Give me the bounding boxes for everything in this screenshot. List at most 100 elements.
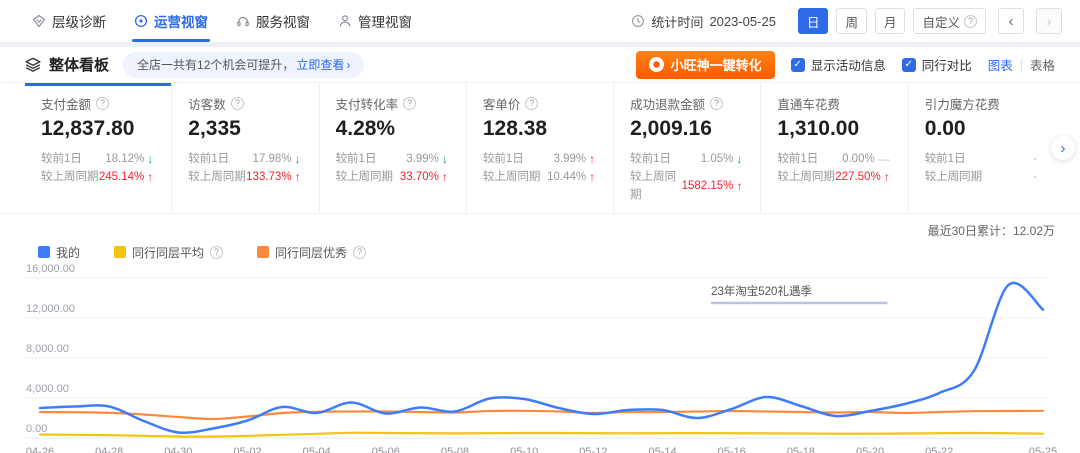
one-key-convert-button[interactable]: 小旺神一键转化 <box>635 50 775 79</box>
cumulative-summary: 最近30日累计：12.02万 <box>927 224 1055 238</box>
layers-icon <box>25 57 41 73</box>
trend-vs-prev-day: 3.99% ↑ <box>553 152 596 166</box>
legend-item-peer-excellent[interactable]: 同行同层优秀 ? <box>257 244 367 261</box>
nav-tabs: 层级诊断 运营视窗 服务视窗 管理视窗 <box>18 0 426 42</box>
checkbox-checked-icon: ✓ <box>790 57 805 72</box>
panel-title-text: 整体看板 <box>49 57 110 74</box>
toolbar-right-controls: 小旺神一键转化 ✓ 显示活动信息 ✓ 同行对比 图表 | 表格 <box>635 50 1055 79</box>
metric-card-conversion-rate[interactable]: 支付转化率? 4.28% 较前1日 3.99% ↓ 较上周同期 33.70% ↑ <box>320 83 467 213</box>
legend-swatch <box>38 246 50 258</box>
help-icon[interactable]: ? <box>230 97 244 110</box>
svg-text:05-10: 05-10 <box>510 446 538 453</box>
trend-vs-prev-day: 17.98% ↓ <box>252 152 301 166</box>
trend-line-chart[interactable]: 0.00 4,000.00 8,000.00 12,000.00 16,000.00 04… <box>0 263 1080 453</box>
svg-text:05-04: 05-04 <box>303 446 331 453</box>
help-icon[interactable]: ? <box>210 245 224 259</box>
metric-value: 128.38 <box>482 117 548 140</box>
svg-text:05-14: 05-14 <box>648 446 676 453</box>
trend-vs-last-week: 133.73% ↑ <box>246 170 301 184</box>
next-date-button[interactable]: › <box>1036 8 1062 34</box>
trend-vs-prev-day: 18.12% ↓ <box>105 152 154 166</box>
view-chart-option[interactable]: 图表 <box>987 59 1013 73</box>
legend-item-mine[interactable]: 我的 <box>38 244 80 261</box>
svg-text:04-26: 04-26 <box>26 446 54 453</box>
notice-link[interactable]: 立即查看 › <box>296 57 351 73</box>
diagnosis-icon <box>32 14 46 28</box>
view-table-option[interactable]: 表格 <box>1029 59 1055 73</box>
operation-icon <box>134 14 148 28</box>
panel-title: 整体看板 <box>25 54 109 75</box>
help-icon[interactable]: ? <box>710 97 724 110</box>
trend-vs-last-week: 10.44% ↑ <box>547 170 596 184</box>
metric-card-visitors[interactable]: 访客数? 2,335 较前1日 17.98% ↓ 较上周同期 133.73% ↑ <box>172 83 320 213</box>
cta-cat-icon <box>648 57 664 72</box>
period-week-button[interactable]: 周 <box>836 8 867 34</box>
metric-cards-section: 支付金额? 12,837.80 较前1日 18.12% ↓ 较上周同期 245.14%… <box>0 83 1080 214</box>
trend-vs-prev-day: 1.05% ↓ <box>700 152 743 166</box>
metric-card-payment-amount[interactable]: 支付金额? 12,837.80 较前1日 18.12% ↓ 较上周同期 245.14%… <box>25 83 173 213</box>
help-icon: ? <box>964 14 977 28</box>
help-icon[interactable]: ? <box>353 245 367 259</box>
tab-label: 管理视窗 <box>358 15 412 30</box>
svg-text:8,000.00: 8,000.00 <box>26 343 69 355</box>
trend-vs-last-week: 227.50% ↑ <box>835 170 890 184</box>
management-icon <box>338 14 352 28</box>
trend-vs-last-week: 1582.15% ↑ <box>681 179 743 193</box>
help-icon[interactable]: ? <box>403 97 417 110</box>
help-icon[interactable]: ? <box>96 97 110 110</box>
stat-time-label: 统计时间 <box>651 14 704 30</box>
svg-text:23年淘宝520礼遇季: 23年淘宝520礼遇季 <box>711 284 812 298</box>
chart-legend: 我的 同行同层平均 ? 同行同层优秀 ? <box>0 239 1080 263</box>
tab-service-view[interactable]: 服务视窗 <box>222 0 324 42</box>
svg-text:05-25: 05-25 <box>1029 446 1057 453</box>
svg-text:05-16: 05-16 <box>718 446 746 453</box>
metric-card-avg-order-value[interactable]: 客单价? 128.38 较前1日 3.99% ↑ 较上周同期 10.44% ↑ <box>467 83 615 213</box>
chevron-right-icon: › <box>346 57 351 72</box>
overview-dashboard-panel: 整体看板 全店一共有12个机会可提升， 立即查看 › 小旺神一键转化 ✓ 显示活动… <box>0 47 1080 453</box>
legend-label: 同行同层平均 <box>132 245 205 260</box>
tab-management-view[interactable]: 管理视窗 <box>324 0 426 42</box>
show-activity-checkbox[interactable]: ✓ 显示活动信息 <box>790 55 886 74</box>
legend-swatch <box>257 246 270 258</box>
metric-card-refund-amount[interactable]: 成功退款金额? 2,009.16 较前1日 1.05% ↓ 较上周同期 1582.15… <box>614 83 762 213</box>
more-metrics-button[interactable]: › <box>1051 136 1075 160</box>
svg-text:05-12: 05-12 <box>579 446 607 453</box>
service-icon <box>236 14 250 28</box>
trend-vs-prev-day: - <box>1033 153 1037 165</box>
checkbox-checked-icon: ✓ <box>901 57 916 72</box>
metric-cards-row: 支付金额? 12,837.80 较前1日 18.12% ↓ 较上周同期 245.14%… <box>25 83 1055 213</box>
tab-level-diagnosis[interactable]: 层级诊断 <box>18 0 120 42</box>
metric-card-ylmf-spend[interactable]: 引力魔方花费 0.00 较前1日 - 较上周同期 - <box>909 83 1055 213</box>
metric-value: 2,009.16 <box>630 117 712 140</box>
date-controls: 统计时间 2023-05-25 日 周 月 自定义 ? ‹ › <box>631 8 1062 34</box>
trend-vs-prev-day: 0.00% — <box>842 152 890 166</box>
svg-text:05-08: 05-08 <box>441 446 469 453</box>
legend-label: 同行同层优秀 <box>275 245 348 260</box>
trend-vs-last-week: - <box>1033 171 1037 183</box>
period-month-button[interactable]: 月 <box>874 8 906 34</box>
peer-compare-checkbox[interactable]: ✓ 同行对比 <box>901 55 972 74</box>
legend-label: 我的 <box>56 245 81 260</box>
svg-text:04-28: 04-28 <box>95 446 123 453</box>
svg-text:4,000.00: 4,000.00 <box>26 383 69 395</box>
trend-vs-last-week: 245.14% ↑ <box>98 170 154 184</box>
top-navigation-bar: 层级诊断 运营视窗 服务视窗 管理视窗 统计时间 2023-05 <box>0 0 1080 42</box>
metric-card-ztc-spend[interactable]: 直通车花费 1,310.00 较前1日 0.00% — 较上周同期 227.50% ↑ <box>761 83 909 213</box>
prev-date-button[interactable]: ‹ <box>998 8 1024 34</box>
stat-time: 统计时间 2023-05-25 <box>631 12 776 31</box>
metric-value: 12,837.80 <box>41 117 135 140</box>
metric-value: 4.28% <box>335 117 396 140</box>
help-icon[interactable]: ? <box>525 97 539 110</box>
legend-item-peer-average[interactable]: 同行同层平均 ? <box>114 244 224 261</box>
period-day-button[interactable]: 日 <box>797 8 829 34</box>
svg-text:05-22: 05-22 <box>925 446 953 453</box>
period-custom-button[interactable]: 自定义 ? <box>913 8 986 34</box>
dashboard-toolbar: 整体看板 全店一共有12个机会可提升， 立即查看 › 小旺神一键转化 ✓ 显示活动… <box>0 47 1080 83</box>
metric-value: 1,310.00 <box>777 117 860 140</box>
svg-text:05-06: 05-06 <box>372 446 400 453</box>
svg-text:04-30: 04-30 <box>164 446 192 453</box>
tab-operation-view[interactable]: 运营视窗 <box>120 0 222 42</box>
svg-text:05-02: 05-02 <box>233 446 261 453</box>
opportunity-notice[interactable]: 全店一共有12个机会可提升， 立即查看 › <box>123 51 365 78</box>
trend-vs-last-week: 33.70% ↑ <box>399 170 448 184</box>
